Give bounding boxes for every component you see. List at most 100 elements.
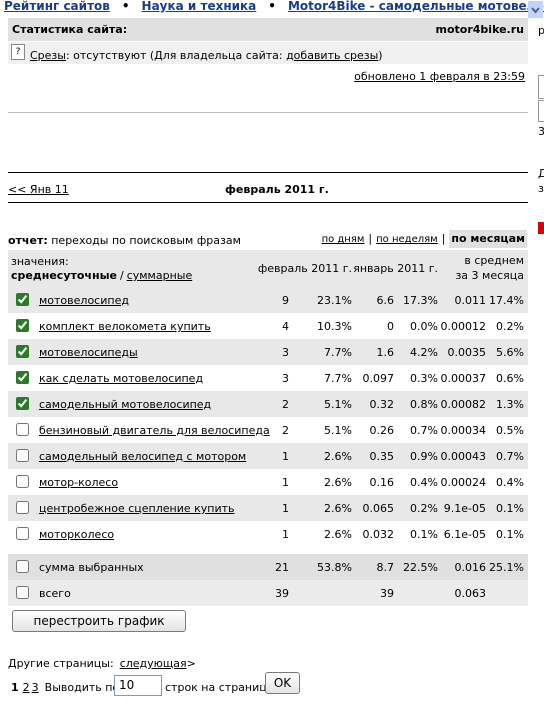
- next-arrow: >: [186, 657, 196, 670]
- column-header: февраль 2011 г.: [257, 262, 352, 275]
- breadcrumb-link[interactable]: Наука и техника: [141, 0, 257, 13]
- row-label[interactable]: моторколесо: [39, 528, 115, 541]
- divider: [8, 112, 528, 113]
- row-label[interactable]: мотовелосипед: [39, 294, 129, 307]
- mode-daily[interactable]: среднесуточные: [11, 269, 117, 282]
- breadcrumb: Рейтинг сайтов • Наука и техника • Motor4Bik…: [4, 0, 544, 13]
- report-label: отчет:: [8, 234, 48, 247]
- row-cell: 8.7: [376, 561, 395, 574]
- page-number[interactable]: 3: [31, 681, 39, 694]
- row-cell: 1.3%: [496, 398, 524, 411]
- slices-action[interactable]: добавить срезы: [286, 49, 379, 62]
- row-cell: 0.00024: [440, 476, 487, 489]
- breadcrumb-link[interactable]: Рейтинг сайтов: [4, 0, 110, 13]
- row-label[interactable]: как сделать мотовелосипед: [39, 372, 204, 385]
- row-cell: 4: [282, 320, 289, 333]
- row-cell: 0.4%: [410, 476, 438, 489]
- row-cell: 53.8%: [317, 561, 352, 574]
- row-cell: 0.35: [369, 450, 395, 463]
- row-cell: 0.1%: [410, 528, 438, 541]
- slices-text: : отсутствуют (Для владельца сайта:: [65, 49, 287, 62]
- row-label[interactable]: бензиновый двигатель для велосипеда: [39, 424, 270, 437]
- sidebar-fragment: Д: [538, 167, 544, 180]
- row-checkbox[interactable]: [16, 475, 29, 488]
- row-cell: 0.9%: [410, 450, 438, 463]
- row-cell: 2.6%: [324, 476, 352, 489]
- table-row: [8, 443, 528, 469]
- table-header: [8, 250, 528, 287]
- row-cell: 0.1%: [496, 502, 524, 515]
- nav-prev[interactable]: << Янв 11: [8, 183, 69, 196]
- row-cell: 1: [282, 476, 289, 489]
- row-checkbox[interactable]: [16, 293, 29, 306]
- sidebar-box: [538, 100, 544, 122]
- report-tab[interactable]: по дням: [321, 234, 365, 245]
- row-label[interactable]: комплект велокомета купить: [39, 320, 211, 333]
- row-label: сумма выбранных: [39, 561, 144, 574]
- sidebar-fragment: з: [538, 182, 544, 195]
- row-checkbox[interactable]: [16, 449, 29, 462]
- report-tab[interactable]: по неделям: [376, 234, 438, 245]
- slices-bar: [8, 42, 528, 64]
- row-checkbox[interactable]: [16, 397, 29, 410]
- per-page-select[interactable]: 10: [114, 675, 162, 696]
- row-cell: 2.6%: [324, 528, 352, 541]
- row-cell: 0.3%: [410, 372, 438, 385]
- tab-separator: |: [441, 232, 446, 245]
- mode-separator: /: [119, 269, 124, 282]
- row-label[interactable]: мотовелосипеды: [39, 346, 138, 359]
- rebuild-button[interactable]: перестроить график: [12, 610, 186, 632]
- row-cell: 0.0%: [410, 320, 438, 333]
- row-checkbox[interactable]: [16, 586, 29, 599]
- row-cell: 4.2%: [410, 346, 438, 359]
- row-cell: 5.1%: [324, 424, 352, 437]
- page-number[interactable]: 2: [22, 681, 30, 694]
- row-label[interactable]: центробежное сцепление купить: [39, 502, 235, 515]
- row-cell: 0.063: [454, 587, 487, 600]
- table-row: [8, 554, 528, 580]
- column-header: в среднем: [464, 254, 524, 267]
- row-cell: 22.5%: [403, 561, 438, 574]
- breadcrumb-separator: •: [268, 0, 276, 13]
- row-checkbox[interactable]: [16, 371, 29, 384]
- row-checkbox[interactable]: [16, 319, 29, 332]
- stats-label: Статистика сайта:: [12, 23, 128, 36]
- row-checkbox[interactable]: [16, 423, 29, 436]
- row-label[interactable]: мотор-колесо: [39, 476, 119, 489]
- row-label[interactable]: самодельный мотовелосипед: [39, 398, 212, 411]
- row-cell: 0.5%: [496, 424, 524, 437]
- row-cell: 3: [282, 346, 289, 359]
- per-page-label: Выводить по: [44, 681, 120, 694]
- row-cell: 39: [275, 587, 289, 600]
- row-checkbox[interactable]: [16, 501, 29, 514]
- next-link[interactable]: следующая: [119, 657, 187, 670]
- row-label[interactable]: самодельный велосипед с мотором: [39, 450, 247, 463]
- mode-total[interactable]: суммарные: [126, 269, 193, 282]
- row-cell: 25.1%: [489, 561, 524, 574]
- row-checkbox[interactable]: [16, 527, 29, 540]
- column-header: январь 2011 г.: [353, 262, 438, 275]
- column-header: за 3 месяца: [455, 269, 524, 282]
- row-cell: 0.4%: [496, 476, 524, 489]
- sidebar-box: [538, 75, 544, 99]
- row-cell: 0.26: [369, 424, 395, 437]
- row-cell: 21: [275, 561, 289, 574]
- row-cell: 2: [282, 398, 289, 411]
- row-cell: 2.6%: [324, 450, 352, 463]
- row-cell: 17.4%: [489, 294, 524, 307]
- row-cell: 1: [282, 528, 289, 541]
- breadcrumb-link[interactable]: Motor4Bike - самодельные мотовелосипеды: [287, 0, 544, 13]
- slices-link[interactable]: Срезы: [30, 49, 66, 62]
- ok-button[interactable]: OK: [265, 672, 300, 694]
- row-cell: 9.1e-05: [443, 502, 486, 515]
- row-cell: 1.6: [376, 346, 395, 359]
- updated-link[interactable]: обновлено 1 февраля в 23:59: [354, 70, 525, 83]
- row-cell: 0.00034: [440, 424, 487, 437]
- arrow-icon: [531, 7, 540, 14]
- row-checkbox[interactable]: [16, 345, 29, 358]
- sidebar-bar: [538, 222, 544, 234]
- row-checkbox[interactable]: [16, 560, 29, 573]
- divider: [8, 172, 528, 173]
- row-cell: 1: [282, 450, 289, 463]
- row-cell: 2: [282, 424, 289, 437]
